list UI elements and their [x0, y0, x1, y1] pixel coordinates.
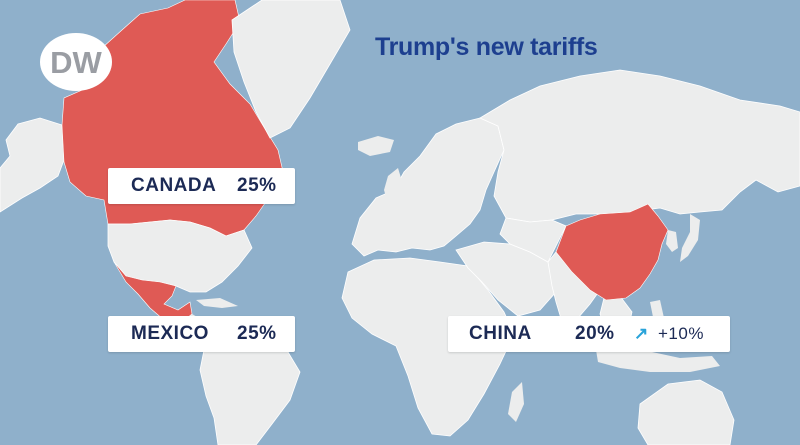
indonesia: [596, 346, 720, 372]
iceland: [358, 136, 394, 156]
great-britain: [384, 168, 404, 204]
middle-east: [455, 241, 557, 317]
mexico-rate: 25%: [237, 323, 277, 344]
africa: [341, 257, 515, 437]
china-rate-change: +10%: [658, 324, 704, 343]
alaska: [0, 117, 65, 213]
arrow-up-right-icon: ↗: [634, 324, 649, 343]
canada-tariff-label: CANADA 25%: [108, 168, 295, 204]
japan: [680, 214, 700, 262]
china-tariff-label: CHINA 20% ↗ +10%: [448, 316, 730, 352]
central-asia: [499, 217, 567, 263]
russia: [479, 69, 800, 223]
china-name: CHINA: [469, 323, 532, 344]
china-rate: 20%: [575, 323, 615, 344]
map-title: Trump's new tariffs: [375, 33, 598, 61]
canada-rate: 25%: [237, 175, 277, 196]
mexico-tariff-label: MEXICO 25%: [108, 316, 295, 352]
canada-name: CANADA: [131, 175, 217, 196]
cuba: [196, 298, 238, 308]
china: [555, 203, 669, 301]
madagascar: [508, 382, 524, 422]
dw-logo-text: DW: [50, 45, 102, 80]
australia: [637, 379, 735, 445]
mexico: [113, 261, 193, 323]
mexico-name: MEXICO: [131, 323, 209, 344]
greenland: [231, 0, 351, 139]
korea: [666, 230, 678, 252]
dw-logo: DW: [40, 33, 112, 91]
